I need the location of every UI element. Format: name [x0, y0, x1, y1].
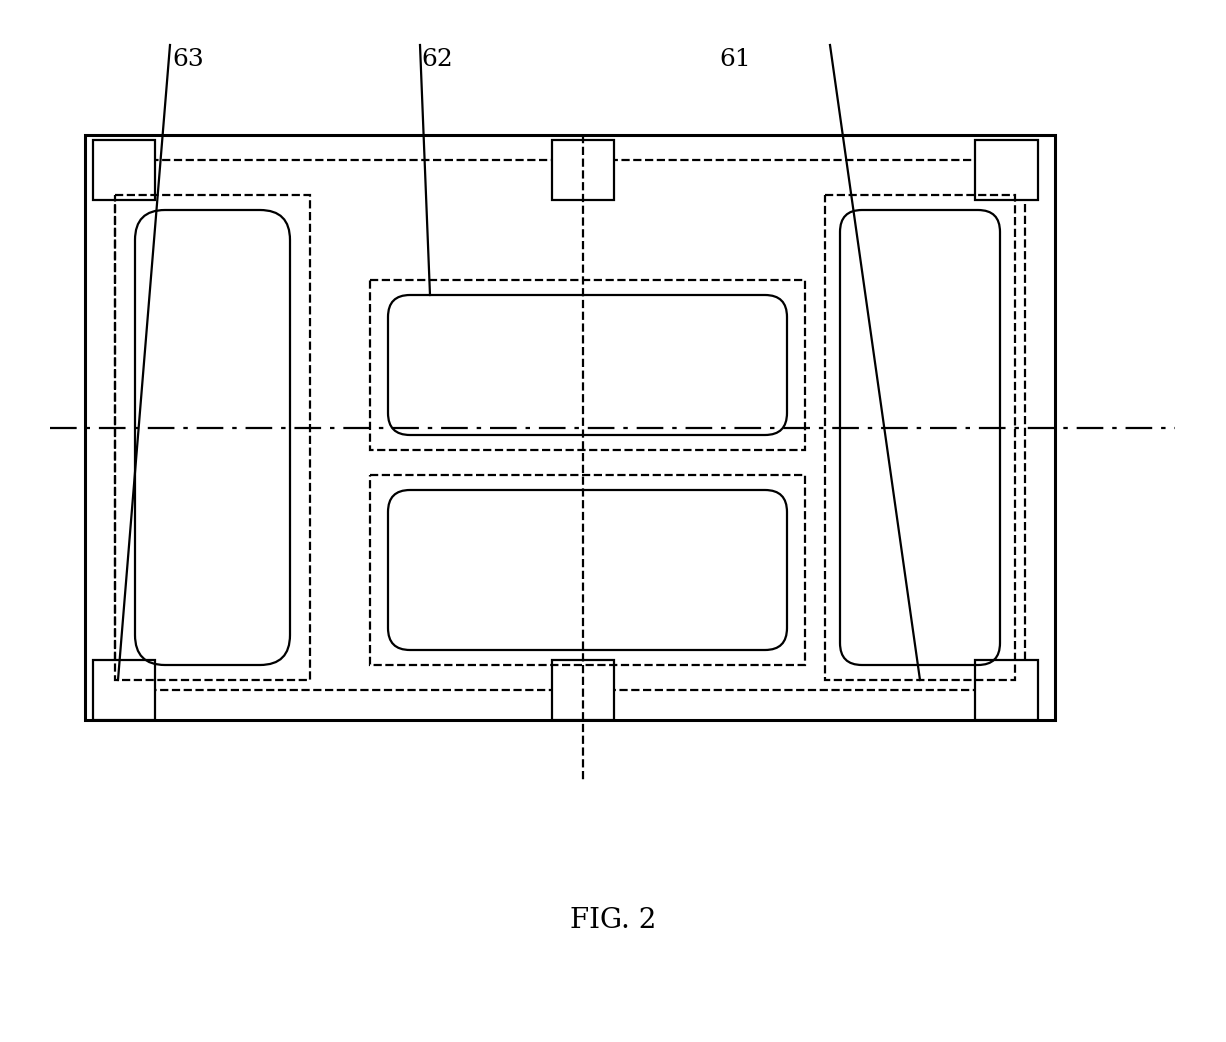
Bar [370, 475, 805, 665]
Text: 61: 61 [720, 49, 750, 72]
Text: 62: 62 [421, 49, 452, 72]
Bar [93, 660, 154, 720]
Bar [370, 280, 805, 450]
Bar [825, 195, 1015, 680]
Text: 63: 63 [172, 49, 204, 72]
Bar [85, 135, 1056, 720]
Text: FIG. 2: FIG. 2 [570, 907, 656, 934]
Bar [552, 140, 614, 200]
Bar [975, 140, 1038, 200]
Bar [115, 160, 1025, 690]
Bar [975, 660, 1038, 720]
Bar [93, 140, 154, 200]
Bar [552, 660, 614, 720]
Bar [115, 195, 310, 680]
